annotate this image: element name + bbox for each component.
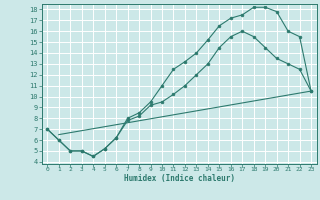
- X-axis label: Humidex (Indice chaleur): Humidex (Indice chaleur): [124, 174, 235, 183]
